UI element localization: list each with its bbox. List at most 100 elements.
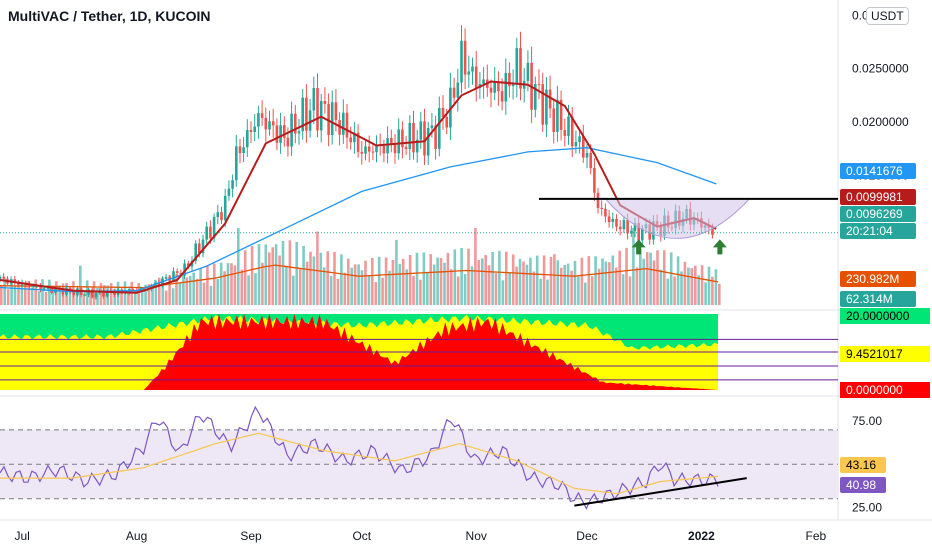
x-tick-label: Feb (806, 529, 827, 543)
volume-bar (501, 280, 505, 305)
candle-body (519, 48, 522, 89)
volume-bar (27, 280, 31, 305)
volume-bar (295, 242, 298, 305)
candle-body (349, 137, 352, 143)
volume-bar (357, 264, 360, 305)
candle-body (72, 291, 76, 296)
volume-bar (140, 287, 144, 305)
volume-bar (666, 278, 670, 305)
volume-bar (625, 247, 628, 305)
volume-bar (230, 263, 233, 305)
volume-bar (697, 275, 700, 305)
candle-body (578, 136, 581, 143)
volume-bar (278, 255, 281, 305)
candle-body (31, 286, 35, 287)
volume-bar (652, 260, 656, 305)
candle-body (216, 212, 220, 218)
candle-body (604, 208, 607, 217)
oscillator-axis-label: 0.0000000 (846, 383, 903, 397)
volume-bar (219, 262, 223, 305)
volume-bar (288, 240, 292, 305)
volume-bar (419, 279, 422, 305)
volume-bar (271, 247, 274, 305)
candle-body (637, 223, 640, 241)
volume-bar (192, 272, 195, 305)
volume-bar (553, 254, 556, 305)
candle-body (493, 82, 496, 93)
candle-body (474, 66, 478, 89)
candle-body (434, 125, 437, 149)
volume-bar (398, 264, 402, 305)
volume-bar (436, 257, 439, 305)
volume-bar (714, 269, 718, 305)
candle-body (238, 146, 242, 154)
rsi-axis-label-bg (840, 477, 886, 493)
x-tick-label: Nov (466, 529, 487, 543)
volume-bar (305, 261, 309, 305)
volume-bar (226, 263, 230, 305)
price-axis-label: 0.0096269 (846, 207, 903, 221)
candle-body (508, 72, 511, 87)
candle-body (386, 138, 389, 154)
currency-badge[interactable]: USDT (866, 7, 909, 25)
candle-body (526, 62, 530, 81)
volume-bar (594, 256, 597, 305)
volume-bar (388, 270, 391, 305)
candle-body (471, 66, 474, 72)
volume-bar (178, 282, 182, 305)
long-ma-line (0, 147, 717, 293)
price-axis-label: 0.0141676 (846, 164, 903, 178)
candle-body (39, 286, 42, 290)
volume-bar (268, 252, 271, 305)
volume-bar (171, 288, 175, 305)
candle-body (286, 137, 290, 147)
volume-bar (718, 283, 721, 305)
volume-bar (34, 279, 37, 305)
volume-bar (460, 248, 463, 305)
short-ema-line (0, 80, 717, 294)
price-axis-label: 20:21:04 (846, 224, 893, 238)
volume-bar (92, 281, 96, 305)
volume-bar (511, 254, 515, 305)
volume-axis-label: 230.982M (846, 272, 899, 286)
candle-body (242, 147, 245, 154)
candle-body (545, 89, 548, 125)
candle-body (323, 101, 327, 104)
volume-bar (360, 270, 364, 305)
candle-body (593, 168, 596, 193)
volume-bar (144, 284, 147, 305)
volume-bar (10, 279, 13, 305)
volume-bar (333, 251, 336, 305)
volume-bar (161, 277, 165, 305)
candle-body (312, 88, 316, 111)
volume-bar (707, 266, 711, 305)
volume-bar (41, 279, 44, 305)
volume-bar (281, 241, 285, 305)
rsi-tick-label: 75.00 (852, 414, 882, 428)
volume-axis-label: 62.314M (846, 292, 893, 306)
volume-bar (233, 265, 237, 305)
volume-bar (539, 278, 542, 305)
volume-bar (240, 269, 244, 305)
volume-bar (199, 268, 202, 305)
candle-body (0, 276, 2, 279)
volume-bar (347, 258, 350, 305)
volume-bar (494, 273, 498, 305)
volume-bar (336, 278, 340, 305)
volume-bar (44, 291, 48, 305)
volume-bar (422, 252, 426, 305)
volume-bar (353, 264, 357, 305)
candle-body (452, 87, 456, 98)
volume-bar (704, 282, 707, 305)
volume-bar (164, 290, 168, 305)
volume-bar (611, 255, 615, 305)
volume-bar (48, 279, 51, 305)
candle-body (271, 121, 275, 126)
volume-bar (302, 245, 305, 305)
candle-body (563, 130, 567, 136)
candle-body (463, 40, 467, 75)
volume-bar (343, 272, 347, 305)
volume-axis-label-bg (840, 291, 916, 307)
